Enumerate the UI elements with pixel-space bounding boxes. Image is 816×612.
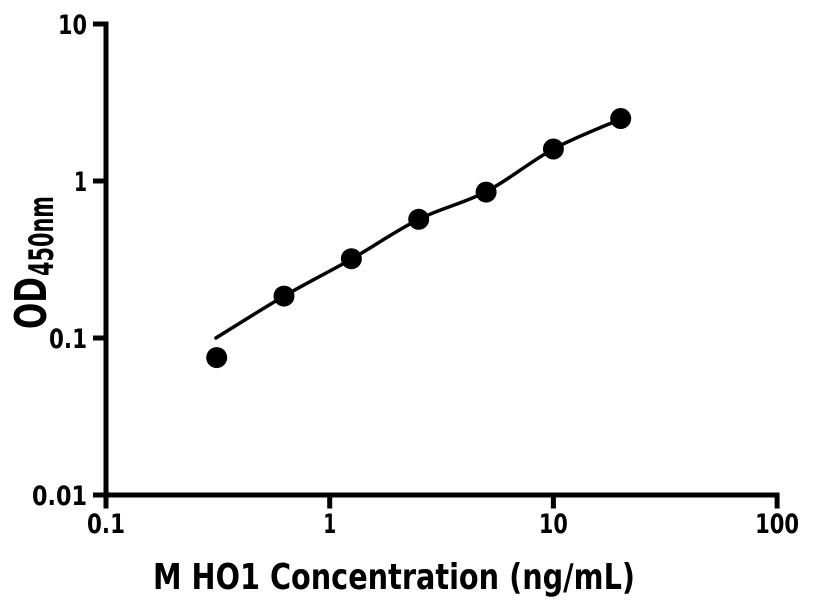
data-layer xyxy=(206,108,632,369)
x-tick-label: 10 xyxy=(539,509,568,540)
data-point xyxy=(273,285,295,307)
data-point xyxy=(610,108,632,129)
y-axis-title: OD 450nm xyxy=(6,196,62,329)
y-axis-title-text: OD xyxy=(6,277,57,329)
data-point xyxy=(340,248,362,270)
data-point xyxy=(542,138,564,160)
y-tick-label: 1 xyxy=(74,167,87,198)
x-tick-label: 1 xyxy=(323,509,336,540)
y-tick-label: 0.1 xyxy=(49,324,87,355)
y-tick-label: 0.01 xyxy=(32,481,87,512)
data-point xyxy=(475,181,497,203)
y-tick-label: 10 xyxy=(58,10,87,41)
x-tick-label: 0.1 xyxy=(87,509,125,540)
data-point xyxy=(408,208,430,230)
data-point xyxy=(206,347,228,369)
x-tick-label: 100 xyxy=(755,509,799,540)
x-axis-title: M HO1 Concentration (ng/mL) xyxy=(153,557,635,598)
y-axis-title-subscript: 450nm xyxy=(22,196,62,276)
